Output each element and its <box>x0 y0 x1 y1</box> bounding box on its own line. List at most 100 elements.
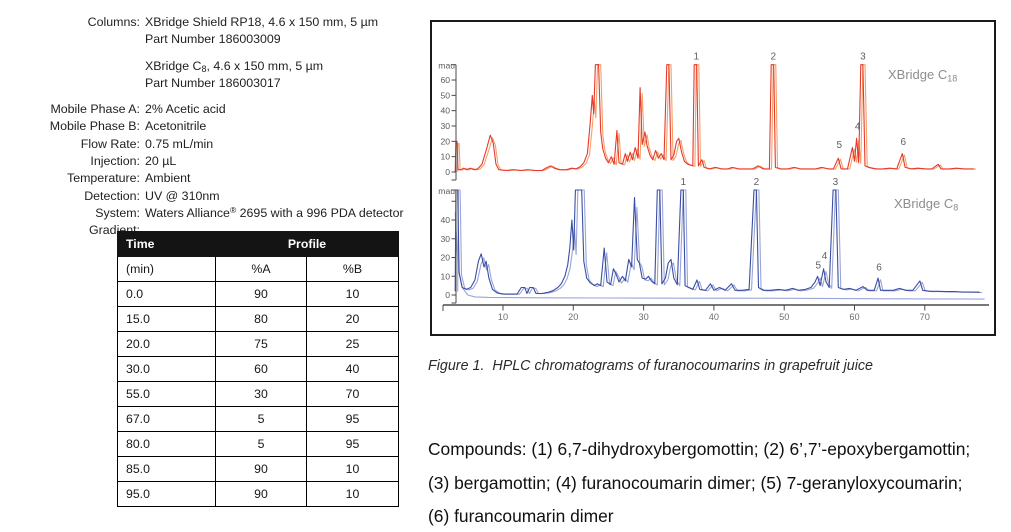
method-value: 2% Acetic acid <box>145 101 226 118</box>
method-value: Acetonitrile <box>145 118 206 135</box>
table-row: 20.0 75 25 <box>117 331 399 357</box>
cell-pct-b: 20 <box>306 306 399 332</box>
method-row: Temperature: Ambient <box>0 170 422 187</box>
method-value-line: Part Number 186003009 <box>145 32 281 47</box>
cell-pct-b: 10 <box>306 456 399 482</box>
cell-pct-a: 90 <box>215 456 307 482</box>
cell-pct-b: 25 <box>306 331 399 357</box>
figure-caption: Figure 1. HPLC chromatograms of furanoco… <box>428 358 873 374</box>
subheader-pct-a: %A <box>215 256 307 282</box>
y-tick-label: 40 <box>440 106 450 116</box>
table-row: 80.0 5 95 <box>117 431 399 457</box>
method-value-line: 20 µL <box>145 154 177 169</box>
cell-time: 15.0 <box>117 306 216 332</box>
peak-label-3: 3 <box>833 177 839 188</box>
chart-title: XBridge C8 <box>894 196 958 213</box>
cell-time: 30.0 <box>117 356 216 382</box>
cell-pct-b: 40 <box>306 356 399 382</box>
subheader-min: (min) <box>117 256 216 282</box>
method-row: Injection: 20 µL <box>0 153 422 170</box>
method-row: Mobile Phase B: Acetonitrile <box>0 118 422 135</box>
peak-label-1: 1 <box>693 52 699 63</box>
method-value: Waters Alliance® 2695 with a 996 PDA det… <box>145 205 404 222</box>
method-row: System: Waters Alliance® 2695 with a 996 … <box>0 205 422 222</box>
gradient-table: Time Profile (min) %A %B 0.0 90 10 15.0 80 20 20.0 7… <box>117 231 399 507</box>
cell-pct-a: 75 <box>215 331 307 357</box>
trace-secondary <box>457 189 983 295</box>
method-value: 20 µL <box>145 153 176 170</box>
peak-label-5: 5 <box>837 140 843 151</box>
table-row: 85.0 90 10 <box>117 456 399 482</box>
subheader-pct-b: %B <box>306 256 399 282</box>
chromatogram-c18: 0 10 20 30 40 50 60 mau 1 2 3 4 5 6 XBridge C18 <box>438 52 977 181</box>
cell-pct-b: 10 <box>306 481 399 507</box>
y-tick-label: 40 <box>440 215 450 225</box>
method-label: Mobile Phase A: <box>50 102 140 117</box>
cell-time: 55.0 <box>117 381 216 407</box>
header-time: Time <box>117 231 216 257</box>
method-conditions-panel: Columns: XBridge Shield RP18, 4.6 x 150 m… <box>0 14 422 240</box>
cell-pct-a: 90 <box>215 481 307 507</box>
table-row: 67.0 5 95 <box>117 406 399 432</box>
x-tick-label: 50 <box>779 312 789 322</box>
cell-time: 67.0 <box>117 406 216 432</box>
method-value-line: Ambient <box>145 171 191 186</box>
peak-label-6: 6 <box>876 262 882 273</box>
method-label: Flow Rate: <box>80 136 140 151</box>
peak-label-1: 1 <box>680 177 686 188</box>
method-label: Mobile Phase B: <box>49 119 140 134</box>
chart-title: XBridge C18 <box>888 67 957 84</box>
method-row: Columns: XBridge Shield RP18, 4.6 x 150 m… <box>0 14 422 49</box>
cell-pct-b: 95 <box>306 406 399 432</box>
method-row: Flow Rate: 0.75 mL/min <box>0 136 422 153</box>
method-value: Ambient <box>145 170 190 187</box>
y-tick-label: 30 <box>440 234 450 244</box>
y-tick-label: 0 <box>445 167 450 177</box>
y-tick-label: 10 <box>440 152 450 162</box>
table-row: 30.0 60 40 <box>117 356 399 382</box>
cell-pct-b: 70 <box>306 381 399 407</box>
cell-pct-b: 10 <box>306 281 399 307</box>
table-row: 55.0 30 70 <box>117 381 399 407</box>
cell-pct-a: 80 <box>215 306 307 332</box>
method-label: System: <box>95 205 140 220</box>
cell-time: 95.0 <box>117 481 216 507</box>
table-row: 15.0 80 20 <box>117 306 399 332</box>
method-row: Detection: UV @ 310nm <box>0 188 422 205</box>
method-value: UV @ 310nm <box>145 188 220 205</box>
cell-time: 85.0 <box>117 456 216 482</box>
method-value-line: 2% Acetic acid <box>145 102 226 117</box>
trace-secondary <box>456 64 977 173</box>
cell-time: 20.0 <box>117 331 216 357</box>
superscript: ® <box>229 204 237 215</box>
peak-label-2: 2 <box>754 177 760 188</box>
method-value-line: XBridge Shield RP18, 4.6 x 150 mm, 5 µm <box>145 15 379 29</box>
x-tick-label: 60 <box>849 312 859 322</box>
y-axis-label: mau <box>438 186 455 196</box>
table-row: 0.0 90 10 <box>117 281 399 307</box>
method-value: XBridge Shield RP18, 4.6 x 150 mm, 5 µm P… <box>145 14 378 49</box>
x-tick-label: 10 <box>498 312 508 322</box>
y-tick-label: 50 <box>440 90 450 100</box>
compounds-line: (6) furancoumarin dimer <box>428 506 614 526</box>
compounds-line: (3) bergamottin; (4) furanocoumarin dime… <box>428 472 963 493</box>
method-label: Injection: <box>90 154 140 169</box>
cell-pct-b: 95 <box>306 431 399 457</box>
chromatogram-panel: 0 10 20 30 40 50 60 mau 1 2 3 4 5 6 XBridge C18 0 10 20 30… <box>430 20 996 336</box>
method-label <box>0 58 140 93</box>
y-tick-label: 10 <box>440 271 450 281</box>
chromatogram-c8: 0 10 20 30 40 mau 10 20 30 40 50 60 70 1 2 3 45 6 XBridge … <box>438 177 989 322</box>
x-tick-label: 40 <box>709 312 719 322</box>
method-row: Mobile Phase A: 2% Acetic acid <box>0 101 422 118</box>
trace-baseline <box>454 212 985 300</box>
table-header-row: Time Profile <box>117 231 399 257</box>
x-tick-label: 70 <box>920 312 930 322</box>
peak-label-4: 4 <box>855 122 861 133</box>
table-subheader-row: (min) %A %B <box>117 256 399 282</box>
y-tick-label: 30 <box>440 121 450 131</box>
cell-time: 0.0 <box>117 281 216 307</box>
peak-label-4: 4 <box>822 251 828 262</box>
cell-pct-a: 5 <box>215 406 307 432</box>
